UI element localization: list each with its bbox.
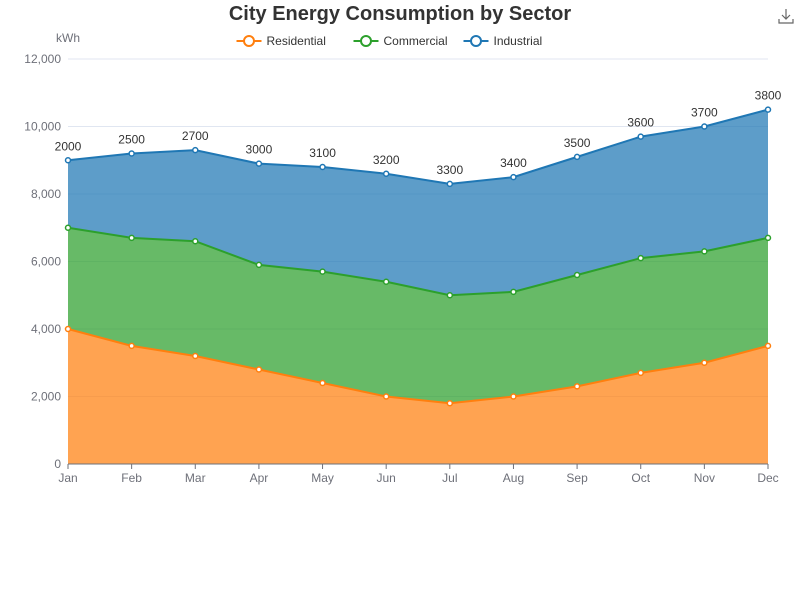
residential-point[interactable] [382, 393, 390, 400]
legend-marker [470, 35, 482, 47]
residential-point[interactable] [701, 359, 708, 366]
x-tick-label: Sep [566, 471, 588, 485]
x-tick-label: Mar [185, 471, 206, 485]
industrial-data-label: 3000 [246, 143, 273, 157]
industrial-point[interactable] [319, 163, 326, 171]
residential-point[interactable] [255, 366, 263, 373]
industrial-data-label: 3700 [691, 106, 718, 120]
industrial-data-label: 2000 [55, 139, 82, 153]
industrial-data-label: 3800 [755, 89, 782, 103]
legend-marker [360, 35, 372, 47]
x-tick-label: Jan [58, 471, 77, 485]
commercial-point[interactable] [319, 268, 326, 275]
industrial-point[interactable] [192, 146, 199, 154]
y-axis-unit: kWh [56, 31, 80, 45]
y-tick-label: 4,000 [31, 322, 61, 336]
x-tick-label: Nov [694, 471, 715, 485]
commercial-line [67, 226, 769, 297]
industrial-point[interactable] [510, 173, 517, 181]
commercial-point[interactable] [382, 278, 390, 285]
industrial-data-label: 3400 [500, 156, 527, 170]
residential-point[interactable] [637, 369, 644, 377]
industrial-point[interactable] [573, 153, 581, 161]
commercial-point[interactable] [573, 271, 581, 279]
residential-point[interactable] [510, 393, 517, 400]
industrial-point[interactable] [255, 160, 263, 167]
commercial-point[interactable] [701, 248, 708, 255]
residential-point[interactable] [128, 342, 135, 350]
x-tick-label: Jul [442, 471, 457, 485]
industrial-area [68, 109, 768, 296]
industrial-data-label: 3200 [373, 153, 400, 167]
residential-point[interactable] [573, 383, 581, 390]
industrial-point[interactable] [128, 150, 135, 157]
plot-marks: 2000 2500 2700 3000 3100 3200 3300 3400 3500 3600… [55, 89, 782, 407]
residential-point[interactable] [192, 352, 199, 360]
industrial-point[interactable] [637, 133, 644, 140]
commercial-point[interactable] [64, 224, 72, 231]
industrial-line [67, 108, 769, 185]
residential-point[interactable] [764, 342, 772, 350]
y-tick-label: 0 [54, 457, 61, 471]
x-tick-label: Feb [121, 471, 142, 485]
industrial-point[interactable] [446, 180, 454, 188]
commercial-point[interactable] [510, 288, 517, 296]
x-tick-label: Apr [250, 471, 269, 485]
x-tick-label: May [311, 471, 334, 485]
industrial-point[interactable] [382, 170, 390, 177]
axes: 0 2,000 4,000 6,000 8,000 10,000 12,000 Jan Feb M… [24, 52, 778, 485]
legend-item-industrial[interactable]: Industrial [463, 34, 543, 48]
legend-label: Industrial [494, 34, 543, 48]
x-tick-label: Dec [757, 471, 778, 485]
y-tick-label: 12,000 [24, 52, 61, 66]
industrial-data-label: 3100 [309, 146, 336, 160]
commercial-point[interactable] [637, 254, 644, 262]
residential-point[interactable] [446, 400, 454, 407]
commercial-point[interactable] [255, 261, 263, 269]
legend-item-commercial[interactable]: Commercial [353, 34, 448, 48]
industrial-data-label: 2700 [182, 129, 209, 143]
industrial-data-label: 3500 [564, 136, 591, 150]
residential-area [68, 329, 768, 464]
industrial-data-label: 3600 [627, 116, 654, 130]
residential-point[interactable] [319, 379, 326, 387]
industrial-data-label: 3300 [436, 163, 463, 177]
download-icon[interactable] [776, 6, 796, 26]
legend-label: Commercial [384, 34, 448, 48]
y-tick-label: 2,000 [31, 390, 61, 404]
commercial-point[interactable] [446, 292, 454, 299]
industrial-data-label: 2500 [118, 133, 145, 147]
y-tick-label: 10,000 [24, 120, 61, 134]
x-tick-label: Aug [503, 471, 524, 485]
legend-item-residential[interactable]: Residential [236, 34, 326, 48]
commercial-point[interactable] [128, 234, 135, 242]
y-tick-label: 6,000 [31, 255, 61, 269]
chart-title: City Energy Consumption by Sector [229, 3, 571, 25]
x-tick-label: Oct [631, 471, 650, 485]
industrial-point[interactable] [64, 157, 72, 164]
x-tick-label: Jun [377, 471, 396, 485]
commercial-point[interactable] [192, 238, 199, 245]
plot-areas [68, 109, 768, 464]
legend-marker [243, 35, 255, 47]
y-tick-label: 8,000 [31, 187, 61, 201]
residential-line [67, 328, 769, 405]
industrial-point[interactable] [701, 123, 708, 130]
legend-label: Residential [267, 34, 326, 48]
legend: Residential Commercial Industrial [236, 34, 543, 48]
industrial-point[interactable] [764, 106, 772, 113]
residential-point[interactable] [64, 325, 72, 333]
commercial-point[interactable] [764, 234, 772, 242]
